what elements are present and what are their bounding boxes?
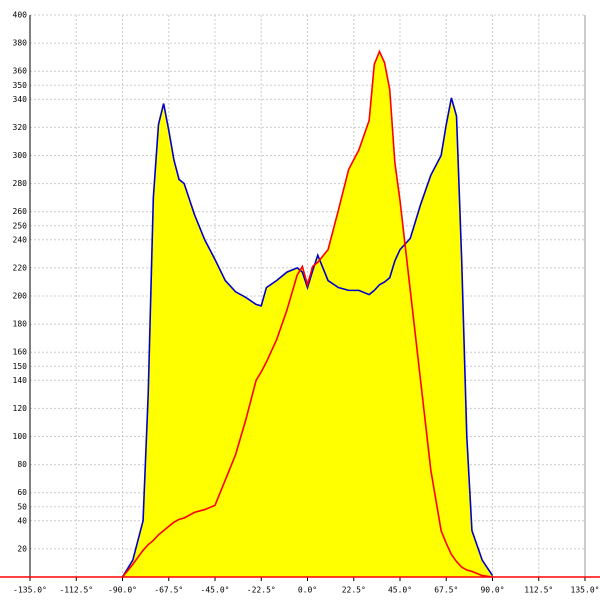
x-tick-label: 22.5° — [342, 586, 366, 595]
y-tick-label: 160 — [13, 348, 28, 357]
x-tick-label: 45.0° — [388, 586, 412, 595]
y-tick-label: 380 — [13, 39, 28, 48]
y-tick-label: 200 — [13, 292, 28, 301]
y-tick-label: 360 — [13, 67, 28, 76]
y-tick-label: 60 — [17, 488, 27, 497]
y-tick-label: 400 — [13, 11, 28, 20]
y-tick-label: 350 — [13, 81, 28, 90]
y-tick-label: 100 — [13, 432, 28, 441]
y-tick-label: 320 — [13, 123, 28, 132]
y-tick-label: 140 — [13, 376, 28, 385]
x-tick-label: 112.5° — [524, 586, 553, 595]
y-tick-label: 80 — [17, 460, 27, 469]
y-tick-label: 250 — [13, 221, 28, 230]
y-tick-label: 280 — [13, 179, 28, 188]
y-tick-label: 180 — [13, 320, 28, 329]
x-tick-label: -135.0° — [13, 586, 47, 595]
x-tick-label: 90.0° — [480, 586, 504, 595]
x-tick-label: -67.5° — [154, 586, 183, 595]
y-tick-label: 150 — [13, 362, 28, 371]
y-tick-label: 20 — [17, 544, 27, 553]
series-line — [121, 49, 493, 578]
y-tick-label: 340 — [13, 95, 28, 104]
y-tick-label: 260 — [13, 207, 28, 216]
x-tick-label: 135.0° — [571, 586, 600, 595]
x-tick-label: -22.5° — [247, 586, 276, 595]
y-tick-label: 240 — [13, 235, 28, 244]
x-tick-label: -45.0° — [201, 586, 230, 595]
x-tick-label: 0.0° — [298, 586, 317, 595]
y-tick-label: 120 — [13, 404, 28, 413]
y-tick-label: 220 — [13, 263, 28, 272]
x-tick-label: -90.0° — [108, 586, 137, 595]
y-tick-label: 50 — [17, 502, 27, 511]
x-tick-label: -112.5° — [59, 586, 93, 595]
y-tick-label: 300 — [13, 151, 28, 160]
area-fill — [122, 51, 493, 577]
series-line — [121, 97, 494, 578]
y-tick-label: 40 — [17, 516, 27, 525]
x-tick-label: 67.5° — [434, 586, 458, 595]
